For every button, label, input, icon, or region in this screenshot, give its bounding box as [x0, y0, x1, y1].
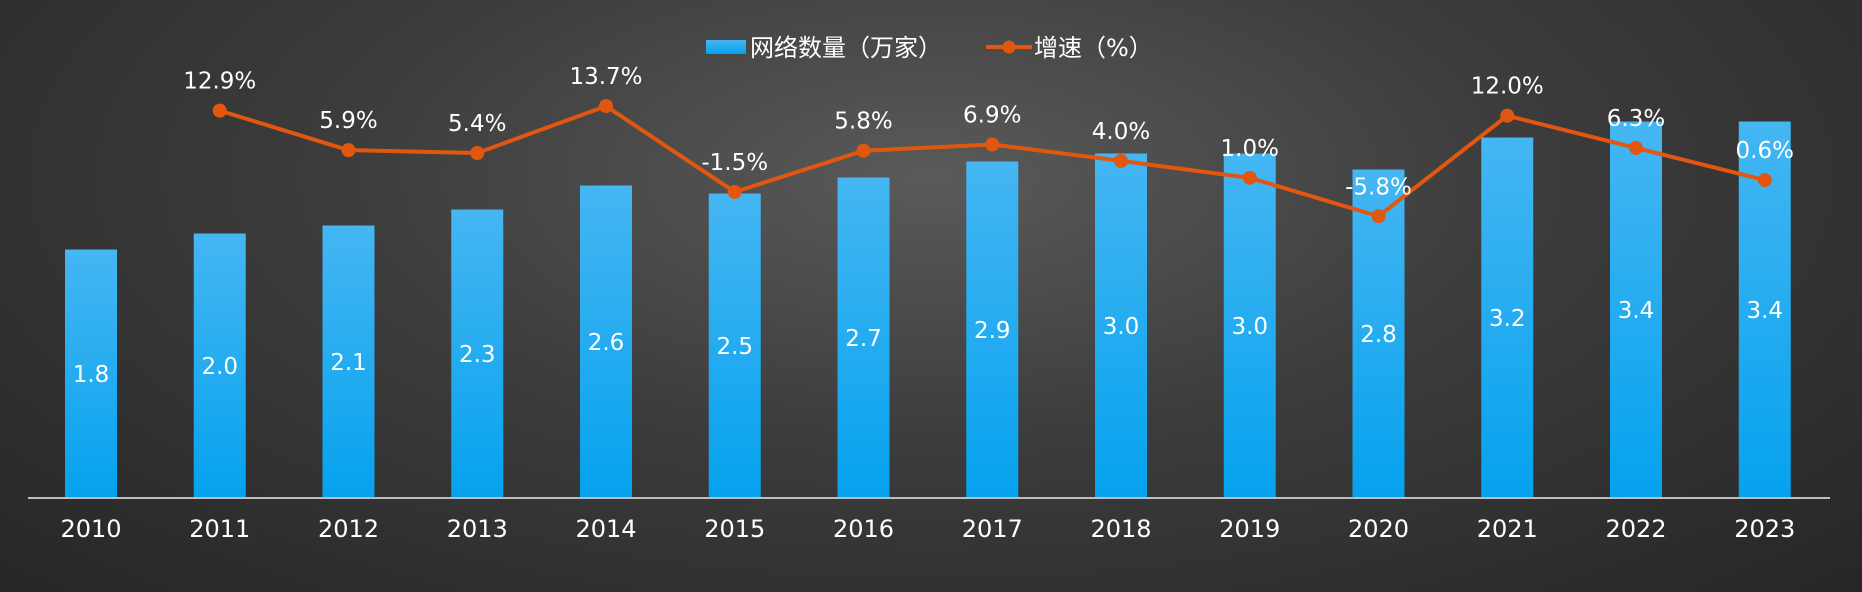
bar [451, 209, 504, 498]
bar-value-label: 3.2 [1489, 306, 1526, 332]
bar [322, 225, 375, 498]
growth-value-label: 1.0% [1221, 136, 1279, 162]
x-tick-label: 2010 [60, 515, 121, 543]
x-tick-label: 2016 [833, 515, 894, 543]
growth-value-label: 5.9% [319, 108, 377, 134]
legend-label-line: 增速（%） [1034, 34, 1153, 62]
bar-value-label: 3.0 [1231, 314, 1268, 340]
growth-point [1242, 170, 1257, 185]
bar-value-label: 2.3 [459, 342, 496, 368]
bar [1095, 153, 1147, 498]
growth-value-label: 12.0% [1471, 74, 1544, 100]
legend-label-bar: 网络数量（万家） [750, 34, 942, 62]
growth-point [341, 143, 356, 158]
growth-value-label: -1.5% [701, 150, 768, 176]
x-tick-label: 2013 [447, 515, 508, 543]
bar-value-label: 2.1 [330, 350, 367, 376]
legend-swatch-bar [706, 40, 746, 54]
growth-point [1371, 209, 1386, 224]
growth-value-label: 5.8% [834, 109, 892, 135]
x-tick-label: 2018 [1090, 515, 1151, 543]
growth-value-label: 13.7% [569, 64, 642, 90]
growth-value-label: 5.4% [448, 111, 506, 137]
growth-point [599, 99, 613, 114]
bar [1223, 153, 1276, 498]
bar [966, 161, 1019, 498]
x-tick-label: 2023 [1734, 515, 1795, 543]
x-tick-label: 2022 [1605, 515, 1666, 543]
growth-value-label: 6.3% [1607, 106, 1665, 132]
bar [1481, 137, 1534, 498]
legend-swatch-marker [1002, 40, 1016, 54]
x-tick-label: 2020 [1348, 515, 1409, 543]
bar-value-label: 3.4 [1746, 298, 1783, 324]
x-tick-label: 2014 [575, 515, 636, 543]
growth-point [1757, 173, 1772, 188]
bar-value-label: 2.6 [588, 330, 625, 356]
bar [837, 177, 890, 498]
line-series: 12.9% 5.9% 5.4% 13.7% -1.5% 5.8% 6.9% 4.0% 1.0% -… [183, 64, 1794, 224]
x-tick-label: 2011 [189, 515, 250, 543]
bar-value-label: 2.5 [716, 334, 753, 360]
x-tick-label: 2019 [1219, 515, 1280, 543]
growth-point [727, 184, 742, 199]
x-tick-label: 2012 [318, 515, 379, 543]
bar [708, 193, 761, 498]
growth-point [1114, 153, 1128, 168]
growth-value-label: 12.9% [183, 69, 256, 95]
bar-value-label: 2.7 [845, 326, 882, 352]
x-tick-label: 2015 [704, 515, 765, 543]
growth-point [985, 137, 1000, 152]
bar-value-label: 3.4 [1618, 298, 1655, 324]
growth-value-label: 6.9% [963, 103, 1021, 129]
bar [1610, 121, 1662, 498]
bar [580, 185, 632, 498]
bar-value-label: 2.0 [201, 354, 238, 380]
bar-value-label: 2.9 [974, 318, 1011, 344]
bar [1352, 169, 1405, 498]
growth-point [212, 103, 227, 118]
growth-value-label: 4.0% [1092, 119, 1150, 145]
bar-value-label: 3.0 [1103, 314, 1140, 340]
growth-value-label: -5.8% [1345, 174, 1412, 200]
bar [193, 233, 246, 498]
bar [65, 249, 117, 498]
x-axis-ticks: 2010 2011 2012 2013 2014 2015 2016 2017 2018 2019… [60, 515, 1795, 543]
growth-point [1629, 140, 1643, 155]
bar-value-label: 2.8 [1360, 322, 1397, 348]
x-tick-label: 2021 [1477, 515, 1538, 543]
chart-legend: 网络数量（万家） 增速（%） [706, 34, 1153, 62]
growth-point [1500, 108, 1515, 123]
growth-value-label: 0.6% [1736, 138, 1794, 164]
growth-point [470, 145, 485, 160]
bar-series: 1.8 2.0 2.1 2.3 2.6 2.5 2.7 2.9 3.0 3.0 2.8 3.2 3.4 3… [65, 121, 1791, 498]
growth-point [856, 143, 871, 158]
x-tick-label: 2017 [962, 515, 1023, 543]
bar-value-label: 1.8 [73, 362, 110, 388]
